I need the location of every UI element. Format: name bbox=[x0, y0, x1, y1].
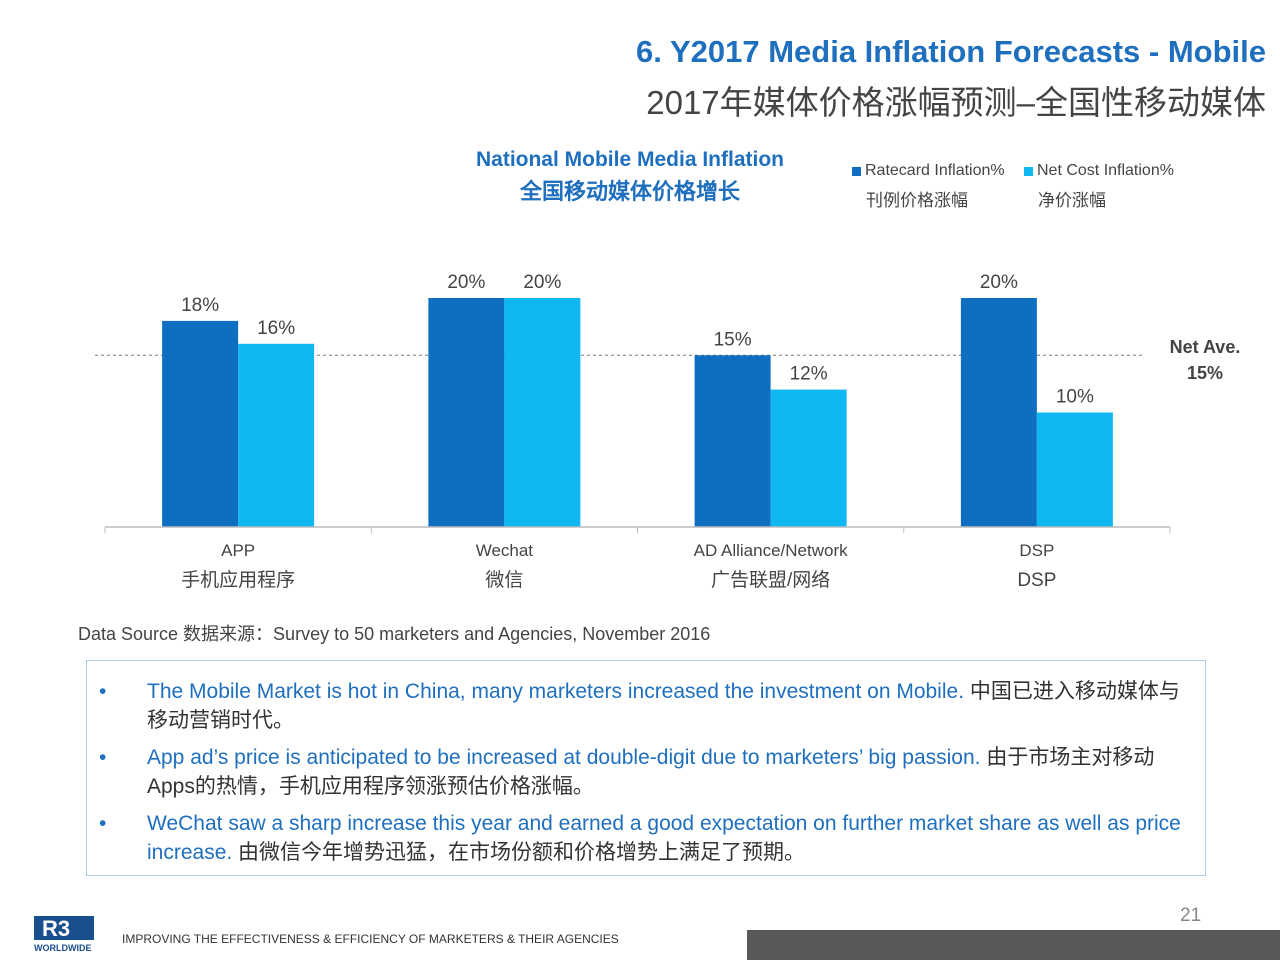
x-tick-label-cn: 手机应用程序 bbox=[181, 569, 295, 591]
bar bbox=[504, 298, 581, 527]
x-tick-label: DSP bbox=[1019, 541, 1054, 560]
note-text: The Mobile Market is hot in China, many … bbox=[147, 677, 1197, 735]
data-label: 15% bbox=[714, 329, 752, 350]
note-text-cn: 由于市场主对移动Apps的热情，手机应用程序领涨预估价格涨幅。 bbox=[147, 746, 1155, 798]
legend-item-ratecard: Ratecard Inflation% 刊例价格涨幅 bbox=[852, 162, 1005, 211]
legend-swatch-ratecard bbox=[852, 166, 861, 176]
bar bbox=[1036, 412, 1113, 527]
data-label: 18% bbox=[181, 295, 219, 316]
note-text-en: App ad’s price is anticipated to be incr… bbox=[147, 746, 981, 769]
bar bbox=[238, 343, 315, 527]
legend-item-netcost: Net Cost Inflation% 净价涨幅 bbox=[1024, 162, 1174, 211]
note-text: App ad’s price is anticipated to be incr… bbox=[147, 743, 1197, 801]
note-text-en: The Mobile Market is hot in China, many … bbox=[147, 680, 965, 703]
net-average-label: Net Ave. 15% bbox=[1160, 334, 1250, 386]
chart-subtitle: 全国移动媒体价格增长 bbox=[519, 179, 740, 204]
chart-title: National Mobile Media Inflation bbox=[475, 148, 784, 171]
logo-block bbox=[34, 916, 94, 940]
note-text-cn: 中国已进入移动媒体与移动营销时代。 bbox=[147, 680, 1180, 732]
bar bbox=[770, 389, 847, 527]
footer-tagline: IMPROVING THE EFFECTIVENESS & EFFICIENCY… bbox=[122, 932, 619, 946]
data-label: 10% bbox=[1056, 387, 1094, 408]
data-label: 20% bbox=[980, 272, 1018, 293]
legend-swatch-netcost bbox=[1024, 166, 1033, 176]
x-tick-label-cn: DSP bbox=[1017, 570, 1056, 591]
note-text-en: WeChat saw a sharp increase this year an… bbox=[147, 812, 1181, 864]
data-label: 20% bbox=[523, 272, 561, 293]
x-tick-label-cn: 广告联盟/网络 bbox=[711, 569, 830, 591]
bullet: • bbox=[99, 812, 107, 835]
legend-label-ratecard-cn: 刊例价格涨幅 bbox=[866, 191, 968, 211]
bar-chart: 18% 16% APP 手机应用程序 20% 20% Wechat 微信 15% 12% AD Al… bbox=[95, 272, 1171, 591]
x-tick-label-cn: 微信 bbox=[485, 569, 523, 591]
notes-box: • The Mobile Market is hot in China, man… bbox=[86, 660, 1206, 876]
x-tick-label: Wechat bbox=[476, 541, 534, 560]
bullet: • bbox=[99, 680, 107, 703]
legend-label-ratecard: Ratecard Inflation% bbox=[865, 162, 1005, 179]
title-en: 6. Y2017 Media Inflation Forecasts - Mob… bbox=[636, 34, 1266, 69]
r3-logo: R3 WORLDWIDE bbox=[34, 916, 94, 953]
x-tick-label: APP bbox=[221, 541, 255, 560]
net-average-label-line1: Net Ave. bbox=[1169, 337, 1241, 357]
logo-text: R3 bbox=[42, 916, 70, 941]
chart-title-block: National Mobile Media Inflation 全国移动媒体价格… bbox=[420, 148, 840, 206]
legend-label-netcost-cn: 净价涨幅 bbox=[1038, 191, 1106, 211]
title-cn: 2017年媒体价格涨幅预测–全国性移动媒体 bbox=[646, 84, 1266, 121]
note-text-cn: 由微信今年增势迅猛，在市场份额和价格增势上满足了预期。 bbox=[232, 841, 806, 864]
bar bbox=[960, 298, 1037, 527]
x-tick-label: AD Alliance/Network bbox=[694, 541, 849, 560]
footer-bar bbox=[747, 930, 1280, 960]
page-number: 21 bbox=[1180, 905, 1202, 926]
net-average-label-line2: 15% bbox=[1186, 363, 1224, 383]
legend-label-netcost: Net Cost Inflation% bbox=[1037, 162, 1174, 179]
logo-subtext: WORLDWIDE bbox=[34, 943, 92, 953]
bullet: • bbox=[99, 746, 107, 769]
bar bbox=[694, 355, 771, 527]
data-label: 16% bbox=[257, 318, 295, 339]
data-source: Data Source 数据来源：Survey to 50 marketers … bbox=[78, 624, 711, 644]
note-text: WeChat saw a sharp increase this year an… bbox=[147, 809, 1197, 867]
bar bbox=[162, 320, 239, 527]
bar bbox=[428, 298, 505, 527]
data-label: 20% bbox=[447, 272, 485, 293]
data-label: 12% bbox=[790, 364, 828, 385]
